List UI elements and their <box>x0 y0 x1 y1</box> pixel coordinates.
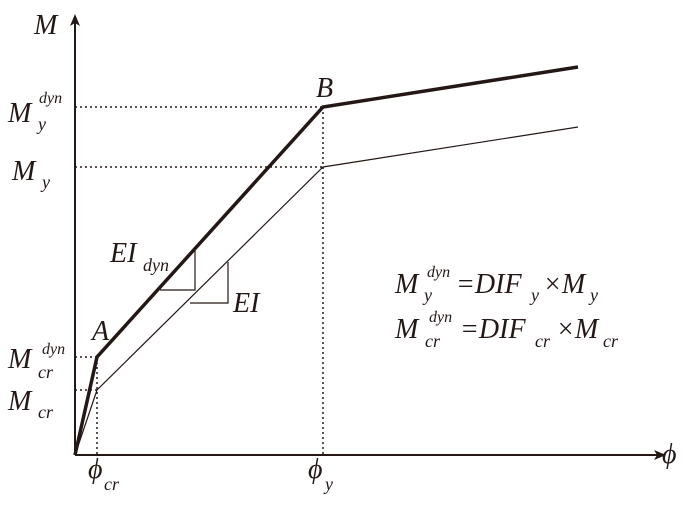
label-base: EI <box>232 288 261 319</box>
label-base: ϕ <box>308 454 323 485</box>
label-base: ϕ <box>88 454 103 485</box>
slope-triangle <box>160 250 196 291</box>
eq-sup: dyn <box>427 264 450 281</box>
dynamic-curve <box>73 65 579 456</box>
guide-lines <box>75 106 324 455</box>
label-sup: dyn <box>39 90 62 107</box>
equation: M dyn cr =DIF cr ×M cr <box>394 309 619 351</box>
label-sub: cr <box>38 362 54 382</box>
point-label: A <box>90 316 110 347</box>
label-base: M <box>7 344 33 375</box>
label-base: EI <box>109 238 138 269</box>
eq-part: M <box>394 269 420 300</box>
eq-sub: cr <box>425 331 441 351</box>
eq-sub: cr <box>535 331 551 351</box>
label-sub: cr <box>38 402 54 422</box>
label-sub: cr <box>104 474 120 494</box>
label-sub: y <box>36 114 46 134</box>
label-sub: y <box>323 474 333 494</box>
label-sub: dyn <box>143 255 169 275</box>
eq-part: ×M <box>543 269 587 300</box>
eq-part: =DIF <box>456 269 522 300</box>
point-label: B <box>316 73 333 104</box>
eq-sub: y <box>529 285 539 305</box>
equation: M dyn y =DIF y ×M y <box>394 264 598 305</box>
label-base: M <box>7 386 33 417</box>
eq-part: ×M <box>556 314 600 345</box>
eq-sup: dyn <box>429 309 452 326</box>
label-sup: dyn <box>42 341 65 358</box>
eq-part: =DIF <box>460 314 526 345</box>
eq-sub: cr <box>603 331 619 351</box>
label-base: M <box>11 156 37 187</box>
axis-label: M <box>33 10 59 41</box>
static-curve <box>74 126 579 456</box>
eq-part: M <box>394 314 420 345</box>
label-sub: y <box>40 172 50 192</box>
eq-sub: y <box>588 285 598 305</box>
slope-triangle <box>190 262 229 304</box>
label-base: M <box>7 98 33 129</box>
axis-label: ϕ <box>662 439 677 470</box>
eq-sub: y <box>422 285 432 305</box>
